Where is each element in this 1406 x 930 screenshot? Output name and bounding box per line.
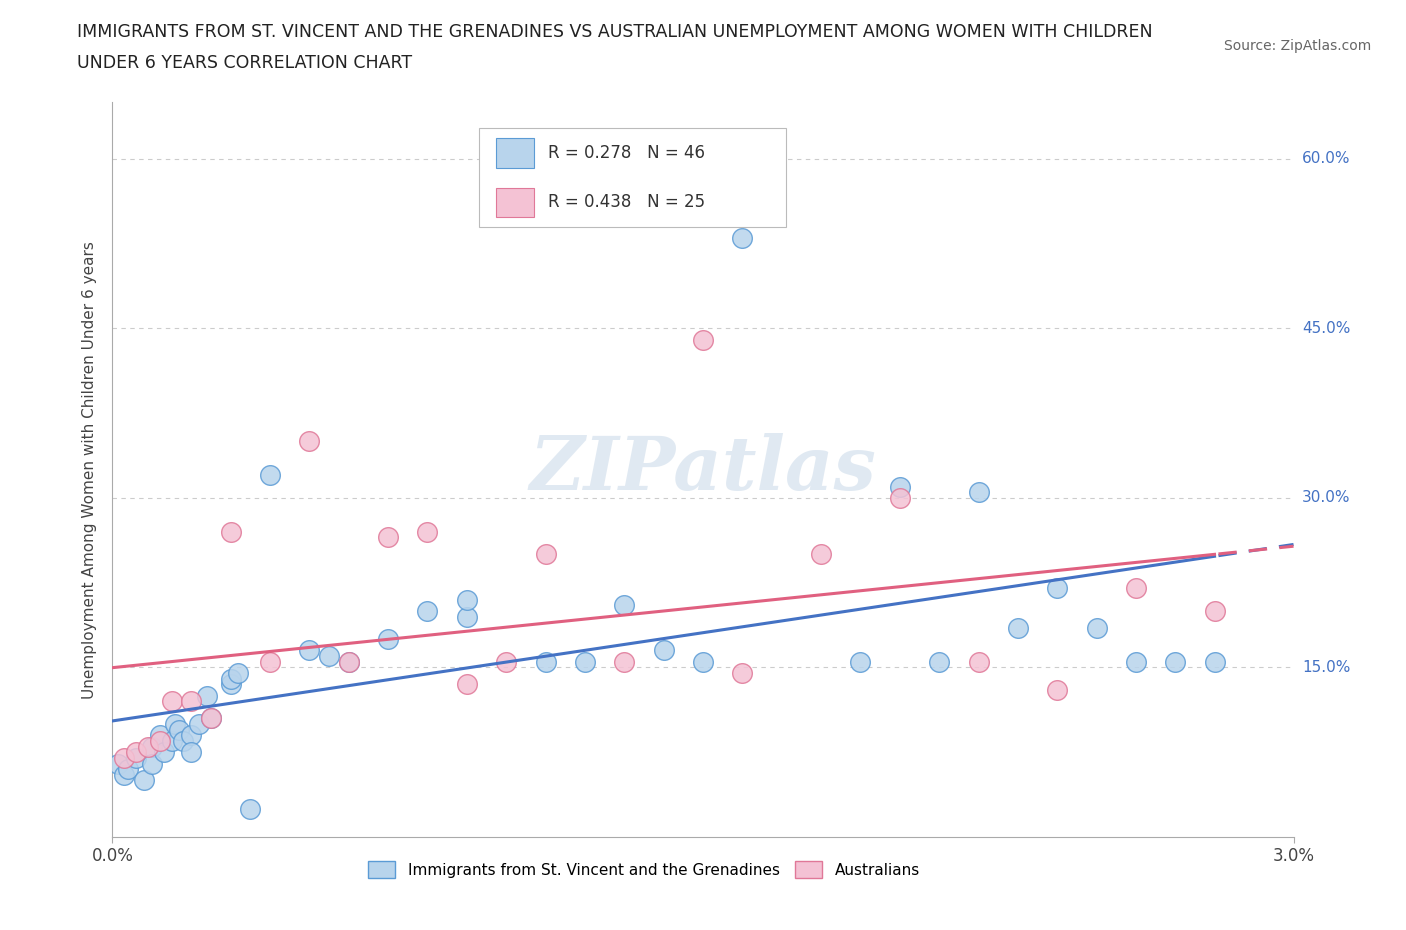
Point	[228, 666, 250, 681]
Point	[180, 728, 202, 743]
Point	[849, 655, 872, 670]
Point	[495, 655, 517, 670]
Point	[1125, 581, 1147, 596]
Text: R = 0.278   N = 46: R = 0.278 N = 46	[548, 144, 706, 162]
Point	[377, 631, 399, 646]
Point	[731, 666, 754, 681]
Y-axis label: Unemployment Among Women with Children Under 6 years: Unemployment Among Women with Children U…	[82, 241, 97, 698]
Point	[141, 756, 163, 771]
Point	[219, 677, 242, 692]
Point	[125, 745, 148, 760]
Point	[456, 677, 478, 692]
Text: 60.0%: 60.0%	[1302, 152, 1350, 166]
Point	[149, 728, 172, 743]
Point	[239, 802, 262, 817]
Point	[613, 598, 636, 613]
Point	[195, 688, 218, 703]
Point	[117, 762, 139, 777]
Text: 45.0%: 45.0%	[1302, 321, 1350, 336]
Text: UNDER 6 YEARS CORRELATION CHART: UNDER 6 YEARS CORRELATION CHART	[77, 54, 412, 72]
Bar	[496, 138, 534, 167]
Point	[534, 655, 557, 670]
Text: 15.0%: 15.0%	[1302, 660, 1350, 675]
Point	[337, 655, 360, 670]
Point	[149, 734, 172, 749]
Point	[107, 756, 129, 771]
Point	[125, 751, 148, 765]
Point	[613, 655, 636, 670]
Point	[219, 671, 242, 686]
Text: R = 0.438   N = 25: R = 0.438 N = 25	[548, 193, 706, 211]
Text: 30.0%: 30.0%	[1302, 490, 1350, 505]
Point	[377, 530, 399, 545]
Point	[169, 723, 191, 737]
Point	[928, 655, 950, 670]
Text: IMMIGRANTS FROM ST. VINCENT AND THE GRENADINES VS AUSTRALIAN UNEMPLOYMENT AMONG : IMMIGRANTS FROM ST. VINCENT AND THE GREN…	[77, 23, 1153, 41]
Point	[259, 468, 281, 483]
Point	[1204, 655, 1226, 670]
Point	[219, 525, 242, 539]
Point	[188, 716, 211, 731]
Point	[180, 694, 202, 709]
Point	[1085, 620, 1108, 635]
Point	[967, 655, 990, 670]
Point	[574, 655, 596, 670]
Point	[180, 745, 202, 760]
Point	[534, 547, 557, 562]
Text: ZIPatlas: ZIPatlas	[530, 433, 876, 506]
Point	[889, 479, 911, 494]
Point	[141, 739, 163, 754]
Point	[456, 609, 478, 624]
Point	[652, 643, 675, 658]
Point	[416, 525, 439, 539]
Point	[160, 734, 183, 749]
Point	[1164, 655, 1187, 670]
Point	[967, 485, 990, 499]
Point	[456, 592, 478, 607]
Point	[1007, 620, 1029, 635]
Point	[298, 434, 321, 449]
FancyBboxPatch shape	[478, 128, 786, 227]
Bar	[496, 188, 534, 218]
Point	[889, 490, 911, 505]
Point	[259, 655, 281, 670]
Point	[731, 231, 754, 246]
Text: Source: ZipAtlas.com: Source: ZipAtlas.com	[1223, 39, 1371, 53]
Point	[298, 643, 321, 658]
Point	[160, 694, 183, 709]
Point	[416, 604, 439, 618]
Point	[692, 332, 714, 347]
Point	[136, 739, 159, 754]
Point	[1046, 581, 1069, 596]
Point	[112, 751, 135, 765]
Point	[172, 734, 194, 749]
Point	[200, 711, 222, 725]
Point	[200, 711, 222, 725]
Point	[1204, 604, 1226, 618]
Point	[1125, 655, 1147, 670]
Point	[1046, 683, 1069, 698]
Legend: Immigrants from St. Vincent and the Grenadines, Australians: Immigrants from St. Vincent and the Gren…	[361, 855, 927, 884]
Point	[165, 716, 187, 731]
Point	[810, 547, 832, 562]
Point	[152, 745, 174, 760]
Point	[692, 655, 714, 670]
Point	[337, 655, 360, 670]
Point	[132, 773, 155, 788]
Point	[318, 649, 340, 664]
Point	[112, 767, 135, 782]
